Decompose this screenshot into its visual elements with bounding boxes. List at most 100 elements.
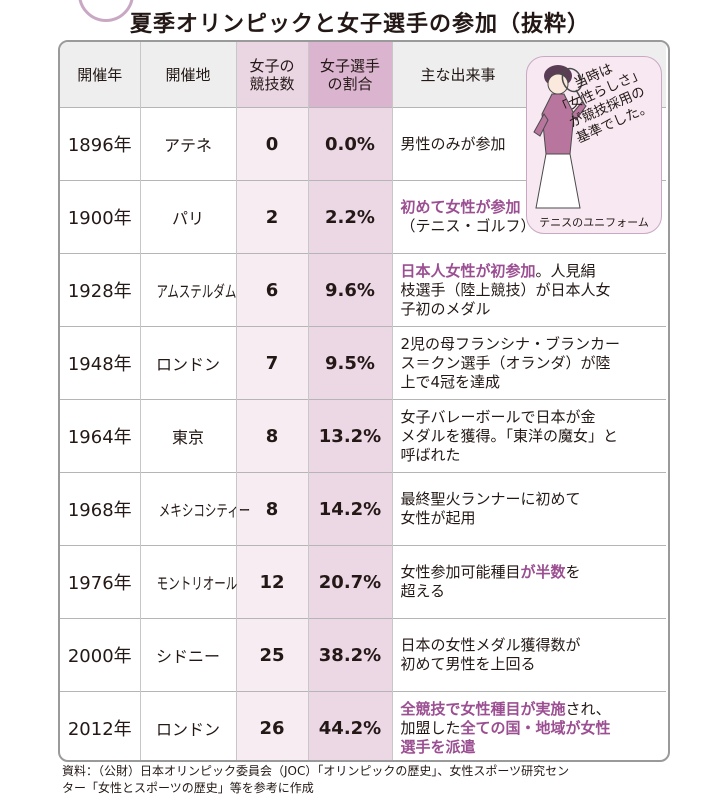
count-cell: 8 (236, 472, 309, 546)
event-highlight: が半数 (520, 563, 566, 581)
table-row: 2012年 ロンドン 26 44.2% 全競技で女性種目が実施され、 加盟した全ての国・地… (60, 691, 666, 760)
event-text: 枝選手（陸上競技）が日本人女 (400, 280, 611, 299)
woman-tennis-player-icon (533, 65, 587, 209)
event-text: 男性のみが参加 (400, 134, 506, 153)
event-text: を (565, 563, 581, 581)
event-highlight: 選手を派遣 (400, 737, 476, 756)
count-cell: 12 (236, 545, 309, 619)
year-cell: 1968年 (60, 472, 141, 546)
count-cell: 26 (236, 691, 309, 760)
pct-cell: 9.6% (308, 253, 393, 327)
table-row: 1976年 モントリオール 12 20.7% 女性参加可能種目が半数を 超える (60, 545, 666, 619)
event-text: 。人見絹 (535, 261, 596, 280)
event-highlight: 全競技で女性種目が実施 (400, 699, 566, 718)
event-text: 女子バレーボールで日本が金 (400, 407, 596, 426)
event-cell: 2児の母フランシナ・ブランカー ス＝クン選手（オランダ）が陸 上で4冠を達成 (392, 326, 666, 400)
city-cell: シドニー (140, 618, 237, 692)
pct-cell: 44.2% (308, 691, 393, 760)
year-cell: 1896年 (60, 107, 141, 181)
pct-cell: 0.0% (308, 107, 393, 181)
event-text: 最終聖火ランナーに初めて (400, 490, 581, 508)
pct-cell: 13.2% (308, 399, 393, 473)
event-text: 加盟した (400, 718, 461, 737)
count-cell: 25 (236, 618, 309, 692)
count-cell: 7 (236, 326, 309, 400)
source-line-2: ター「女性とスポーツの歴史」等を参考に作成 (62, 781, 314, 795)
header-count-line-2: 競技数 (249, 74, 295, 93)
header-pct: 女子選手 の割合 (308, 42, 393, 108)
event-highlight: 日本人女性が初参加 (400, 261, 536, 280)
header-city: 開催地 (140, 42, 237, 108)
header-year: 開催年 (60, 42, 141, 108)
count-cell: 8 (236, 399, 309, 473)
event-text: ス＝クン選手（オランダ）が陸 (400, 353, 611, 372)
year-cell: 2012年 (60, 691, 141, 760)
event-cell: 女子バレーボールで日本が金 メダルを獲得。「東洋の魔女」と 呼ばれた (392, 399, 666, 473)
city-cell-text: ロンドン (155, 720, 220, 739)
city-cell-text: メキシコシティー (158, 501, 250, 520)
event-cell: 女性参加可能種目が半数を超える (392, 545, 666, 619)
pct-cell: 9.5% (308, 326, 393, 400)
count-cell: 2 (236, 180, 309, 254)
year-cell: 1976年 (60, 545, 141, 619)
city-cell: モントリオール (140, 545, 237, 619)
source-line-1: 資料：（公財）日本オリンピック委員会（JOC）「オリンピックの歴史」、女性スポー… (62, 764, 570, 778)
header-pct-line-2: の割合 (327, 74, 373, 93)
city-cell: アムステルダム (140, 253, 237, 327)
event-text: 女性参加可能種目 (400, 563, 521, 581)
event-text: 女性が起用 (400, 509, 476, 527)
city-cell-text: アムステルダム (156, 282, 236, 301)
event-cell: 全競技で女性種目が実施され、 加盟した全ての国・地域が女性 選手を派遣 (392, 691, 666, 760)
table-row: 1948年 ロンドン 7 9.5% 2児の母フランシナ・ブランカー ス＝クン選手（オランダ… (60, 326, 666, 400)
pct-cell: 20.7% (308, 545, 393, 619)
city-cell: 東京 (140, 399, 237, 473)
header-count-line-1: 女子の (249, 56, 295, 75)
table-body: 1896年 アテネ 0 0.0% 男性のみが参加 1900年 パリ 2 2.2% 初めて女性が参加… (60, 107, 666, 760)
year-cell: 1948年 (60, 326, 141, 400)
event-text: 日本の女性メダル獲得数が (400, 636, 581, 654)
olympics-table: 開催年 開催地 女子の 競技数 女子選手 の割合 主な出来事 1896年 アテネ 0… (60, 42, 666, 760)
city-cell: アテネ (140, 107, 237, 181)
illustration-caption: テニスのユニフォーム (539, 216, 649, 229)
city-cell: ロンドン (140, 691, 237, 760)
event-text: され、 (565, 699, 611, 718)
pct-cell: 38.2% (308, 618, 393, 692)
source-note: 資料：（公財）日本オリンピック委員会（JOC）「オリンピックの歴史」、女性スポー… (62, 763, 682, 797)
year-cell: 1900年 (60, 180, 141, 254)
event-text: （テニス・ゴルフ） (400, 217, 536, 235)
city-cell: パリ (140, 180, 237, 254)
event-text: 呼ばれた (400, 445, 461, 464)
table-row: 1968年 メキシコシティー 8 14.2% 最終聖火ランナーに初めて 女性が起用 (60, 472, 666, 546)
event-text: 初めて男性を上回る (400, 655, 536, 673)
table-row: 1964年 東京 8 13.2% 女子バレーボールで日本が金 メダルを獲得。「東洋の魔女」… (60, 399, 666, 473)
city-cell-text: シドニー (155, 647, 220, 666)
year-cell: 1964年 (60, 399, 141, 473)
city-cell-text: アテネ (163, 136, 212, 155)
city-cell: ロンドン (140, 326, 237, 400)
city-cell-text: ロンドン (155, 355, 220, 374)
event-text: 子初のメダル (400, 299, 491, 318)
city-cell-text: モントリオール (156, 574, 237, 593)
city-cell: メキシコシティー (140, 472, 250, 546)
event-cell: 最終聖火ランナーに初めて 女性が起用 (392, 472, 666, 546)
event-cell: 日本人女性が初参加。人見絹 枝選手（陸上競技）が日本人女 子初のメダル (392, 253, 666, 327)
page-title: 夏季オリンピックと女子選手の参加（抜粋） (129, 12, 590, 37)
header-pct-line-1: 女子選手 (319, 56, 380, 75)
city-cell-text: パリ (171, 209, 204, 228)
event-text: 2児の母フランシナ・ブランカー (400, 334, 621, 353)
event-highlight: 初めて女性が参加 (400, 198, 521, 216)
table-row: 1928年 アムステルダム 6 9.6% 日本人女性が初参加。人見絹 枝選手（陸上競技）が… (60, 253, 666, 327)
olympics-table-panel: 開催年 開催地 女子の 競技数 女子選手 の割合 主な出来事 1896年 アテネ 0… (58, 40, 670, 762)
event-text: 超える (400, 582, 446, 600)
city-cell-text: 東京 (171, 428, 204, 447)
count-cell: 0 (236, 107, 309, 181)
event-text: メダルを獲得。「東洋の魔女」と (400, 426, 619, 445)
pct-cell: 14.2% (308, 472, 393, 546)
table-row: 2000年 シドニー 25 38.2% 日本の女性メダル獲得数が 初めて男性を上回る (60, 618, 666, 692)
event-cell: 日本の女性メダル獲得数が 初めて男性を上回る (392, 618, 666, 692)
pct-cell: 2.2% (308, 180, 393, 254)
year-cell: 1928年 (60, 253, 141, 327)
count-cell: 6 (236, 253, 309, 327)
year-cell: 2000年 (60, 618, 141, 692)
header-count: 女子の 競技数 (236, 42, 309, 108)
